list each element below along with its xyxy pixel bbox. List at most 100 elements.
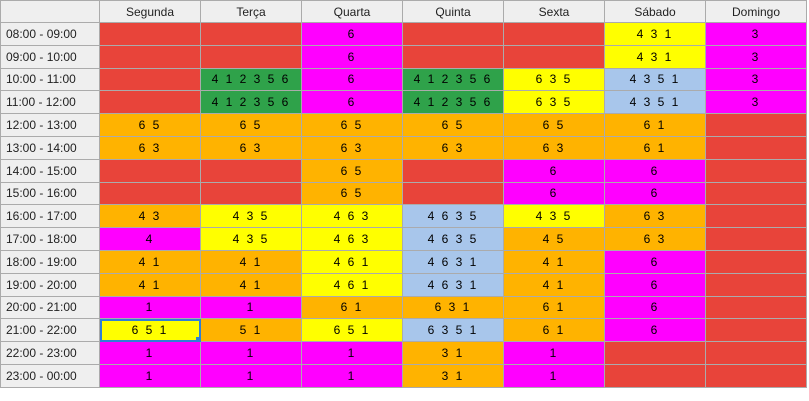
table-cell[interactable] — [200, 22, 302, 46]
row-header-time[interactable]: 22:00 - 23:00 — [0, 341, 100, 365]
table-cell[interactable]: 4 1 — [200, 272, 302, 297]
table-cell[interactable]: 4 6 3 5 — [402, 204, 504, 229]
table-cell[interactable] — [705, 341, 807, 365]
column-header[interactable]: Domingo — [705, 0, 807, 23]
row-header-time[interactable]: 11:00 - 12:00 — [0, 90, 100, 115]
table-cell[interactable] — [99, 44, 201, 69]
row-header-time[interactable]: 09:00 - 10:00 — [0, 44, 100, 69]
table-cell[interactable] — [503, 22, 605, 46]
row-header-time[interactable]: 13:00 - 14:00 — [0, 135, 100, 160]
table-cell[interactable]: 1 — [503, 341, 605, 365]
column-header[interactable]: Terça — [200, 0, 302, 23]
table-cell[interactable] — [402, 158, 504, 183]
table-cell[interactable]: 1 — [301, 341, 403, 365]
table-cell[interactable] — [99, 158, 201, 183]
table-cell[interactable]: 6 5 — [503, 113, 605, 137]
table-cell[interactable] — [705, 318, 807, 343]
table-cell[interactable]: 4 1 — [503, 249, 605, 274]
table-cell[interactable]: 4 3 5 — [503, 204, 605, 229]
table-cell[interactable] — [402, 22, 504, 46]
table-cell[interactable]: 4 1 — [503, 272, 605, 297]
column-header[interactable]: Quinta — [402, 0, 504, 23]
table-cell[interactable] — [200, 158, 302, 183]
table-cell[interactable] — [99, 67, 201, 92]
table-cell[interactable]: 4 1 — [99, 272, 201, 297]
table-cell[interactable]: 6 — [604, 181, 706, 206]
table-cell[interactable]: 6 5 — [402, 113, 504, 137]
table-cell[interactable] — [200, 44, 302, 69]
table-cell[interactable]: 4 1 — [200, 249, 302, 274]
table-cell[interactable]: 1 — [99, 341, 201, 365]
fill-handle[interactable] — [196, 337, 200, 341]
table-cell[interactable] — [705, 113, 807, 137]
column-header[interactable]: Segunda — [99, 0, 201, 23]
table-cell[interactable]: 4 5 — [503, 227, 605, 251]
row-header-time[interactable]: 19:00 - 20:00 — [0, 272, 100, 297]
table-cell[interactable]: 4 1 2 3 5 6 — [402, 90, 504, 115]
table-cell[interactable]: 6 3 1 — [402, 295, 504, 320]
row-header-time[interactable]: 10:00 - 11:00 — [0, 67, 100, 92]
table-cell[interactable] — [705, 227, 807, 251]
row-header-time[interactable]: 20:00 - 21:00 — [0, 295, 100, 320]
table-cell[interactable]: 1 — [503, 363, 605, 388]
table-cell[interactable]: 6 1 — [604, 113, 706, 137]
table-cell[interactable] — [402, 44, 504, 69]
table-cell[interactable]: 4 1 — [99, 249, 201, 274]
table-cell[interactable]: 6 1 — [604, 135, 706, 160]
table-cell[interactable]: 6 — [301, 22, 403, 46]
table-cell[interactable]: 4 — [99, 227, 201, 251]
table-cell[interactable] — [705, 363, 807, 388]
table-cell[interactable]: 4 3 5 1 — [604, 67, 706, 92]
table-cell[interactable]: 6 3 — [402, 135, 504, 160]
table-cell[interactable] — [604, 341, 706, 365]
row-header-time[interactable]: 08:00 - 09:00 — [0, 22, 100, 46]
row-header-time[interactable]: 21:00 - 22:00 — [0, 318, 100, 343]
table-cell[interactable]: 6 5 — [301, 158, 403, 183]
table-cell[interactable]: 4 3 1 — [604, 44, 706, 69]
table-cell[interactable]: 1 — [200, 295, 302, 320]
table-cell[interactable]: 6 3 5 — [503, 67, 605, 92]
table-cell[interactable]: 4 1 2 3 5 6 — [200, 67, 302, 92]
selected-cell[interactable]: 6 5 1 — [99, 318, 201, 343]
table-cell[interactable]: 6 3 5 1 — [402, 318, 504, 343]
table-cell[interactable]: 6 5 — [200, 113, 302, 137]
table-cell[interactable]: 6 — [301, 90, 403, 115]
table-cell[interactable]: 6 — [301, 44, 403, 69]
row-header-time[interactable]: 12:00 - 13:00 — [0, 113, 100, 137]
table-cell[interactable]: 1 — [200, 363, 302, 388]
table-cell[interactable]: 6 1 — [503, 318, 605, 343]
table-cell[interactable]: 3 — [705, 90, 807, 115]
table-cell[interactable]: 4 6 3 5 — [402, 227, 504, 251]
table-cell[interactable]: 6 5 — [99, 113, 201, 137]
column-header[interactable]: Quarta — [301, 0, 403, 23]
table-cell[interactable]: 6 3 — [604, 204, 706, 229]
row-header-time[interactable]: 14:00 - 15:00 — [0, 158, 100, 183]
table-cell[interactable]: 4 1 2 3 5 6 — [402, 67, 504, 92]
table-cell[interactable]: 6 — [301, 67, 403, 92]
table-cell[interactable]: 6 — [604, 272, 706, 297]
table-cell[interactable]: 4 3 5 — [200, 204, 302, 229]
table-cell[interactable] — [99, 22, 201, 46]
table-cell[interactable]: 3 — [705, 67, 807, 92]
table-cell[interactable]: 4 6 3 1 — [402, 272, 504, 297]
table-cell[interactable]: 4 3 5 1 — [604, 90, 706, 115]
table-cell[interactable] — [503, 44, 605, 69]
table-cell[interactable] — [705, 295, 807, 320]
table-cell[interactable] — [705, 272, 807, 297]
table-cell[interactable]: 6 3 — [99, 135, 201, 160]
table-cell[interactable]: 3 — [705, 22, 807, 46]
table-cell[interactable]: 4 1 2 3 5 6 — [200, 90, 302, 115]
table-cell[interactable]: 6 5 1 — [301, 318, 403, 343]
table-cell[interactable]: 4 3 — [99, 204, 201, 229]
corner-cell[interactable] — [0, 0, 100, 23]
table-cell[interactable]: 6 — [604, 158, 706, 183]
table-cell[interactable] — [705, 158, 807, 183]
table-cell[interactable]: 6 — [604, 249, 706, 274]
table-cell[interactable]: 4 6 3 — [301, 204, 403, 229]
table-cell[interactable]: 1 — [301, 363, 403, 388]
table-cell[interactable]: 3 1 — [402, 341, 504, 365]
table-cell[interactable]: 6 3 — [604, 227, 706, 251]
table-cell[interactable] — [705, 249, 807, 274]
table-cell[interactable]: 6 3 — [200, 135, 302, 160]
table-cell[interactable]: 4 6 1 — [301, 272, 403, 297]
